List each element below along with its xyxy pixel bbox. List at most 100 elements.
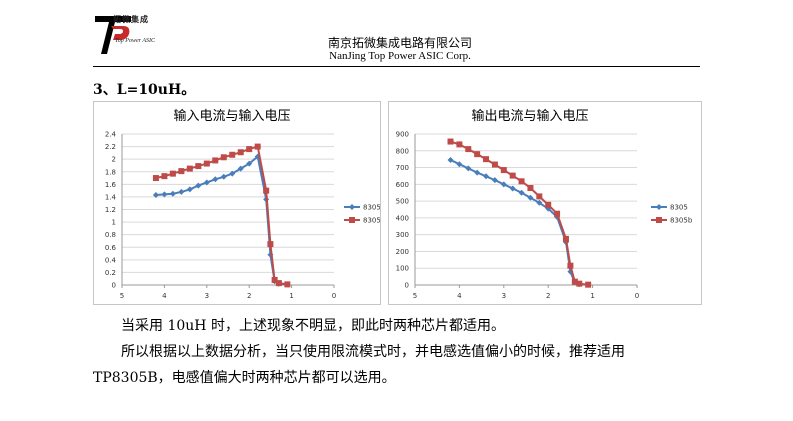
data-point <box>465 165 472 172</box>
y-tick-label: 400 <box>396 214 409 222</box>
data-point <box>509 172 516 179</box>
x-tick-label: 4 <box>457 292 462 300</box>
chart-input-current-svg: 输入电流与输入电压 0 0.2 0.4 0.6 0.8 1 1.2 1.4 1.6 1.8 2 2.2 2… <box>105 108 380 300</box>
x-tick-label: 1 <box>590 292 594 300</box>
data-point <box>178 188 185 195</box>
data-point <box>465 146 472 153</box>
y-tick-label: 700 <box>396 164 409 172</box>
data-point <box>203 160 210 167</box>
y-tick-label: 2 <box>112 156 116 164</box>
data-point <box>195 163 202 170</box>
data-point <box>237 149 244 156</box>
y-tick-label: 0 <box>112 282 116 290</box>
y-tick-label: 500 <box>396 198 409 206</box>
x-tick-label: 3 <box>205 292 209 300</box>
data-point <box>169 170 176 177</box>
data-point <box>447 157 454 164</box>
chart-output-current-svg: 输出电流与输入电压 0 100 200 300 400 500 600 700 800 900 5 4 3… <box>396 108 693 300</box>
chart-title: 输出电流与输入电压 <box>471 108 588 124</box>
header-divider <box>93 66 700 67</box>
data-point <box>229 151 236 158</box>
y-tick-label: 2.4 <box>105 131 117 139</box>
data-point <box>536 193 543 200</box>
y-tick-label: 1.8 <box>105 168 116 176</box>
y-tick-label: 0.6 <box>105 244 117 252</box>
legend-marker <box>349 204 355 210</box>
data-point <box>474 169 481 176</box>
y-tick-label: 200 <box>396 248 409 256</box>
data-point <box>567 262 574 269</box>
data-point <box>527 185 534 192</box>
data-point <box>585 281 592 288</box>
x-tick-label: 5 <box>413 292 417 300</box>
y-tick-label: 0.8 <box>105 231 116 239</box>
y-tick-label: 600 <box>396 181 409 189</box>
chart-input-current: 输入电流与输入电压 0 0.2 0.4 0.6 0.8 1 1.2 1.4 1.6 1.8 2 2.2 2… <box>93 101 381 305</box>
x-tick-label: 4 <box>162 292 167 300</box>
data-point <box>545 201 552 208</box>
logo-text-cn: 拓微集成 <box>113 15 149 24</box>
data-point <box>491 177 498 184</box>
data-point <box>571 278 578 285</box>
logo-mark-icon <box>95 16 131 54</box>
x-tick-label: 0 <box>635 292 639 300</box>
y-tick-label: 0.4 <box>105 256 117 264</box>
y-tick-label: 1.4 <box>105 193 117 201</box>
legend-marker <box>349 217 355 223</box>
y-tick-label: 1.2 <box>105 206 116 214</box>
data-point <box>186 165 193 172</box>
chart-output-current: 输出电流与输入电压 0 100 200 300 400 500 600 700 800 900 5 4 3… <box>388 101 702 305</box>
y-tick-label: 1.6 <box>105 181 117 189</box>
data-point <box>161 191 168 198</box>
data-point <box>483 156 490 163</box>
data-point <box>271 276 278 283</box>
data-point <box>500 167 507 174</box>
data-point <box>152 192 159 199</box>
data-point <box>500 181 507 188</box>
y-tick-label: 0 <box>405 282 409 290</box>
x-tick-label: 1 <box>289 292 293 300</box>
data-point <box>567 268 574 275</box>
data-point <box>483 173 490 180</box>
data-point <box>456 161 463 168</box>
data-point <box>518 189 525 196</box>
paragraph-2: 所以根据以上数据分析，当只使用限流模式时，并电感选值偏小的时候，推荐适用 <box>121 344 625 360</box>
legend-label: 8305 <box>363 204 380 212</box>
data-point <box>237 165 244 172</box>
y-tick-label: 300 <box>396 231 409 239</box>
data-point <box>562 235 569 242</box>
data-point <box>474 151 481 158</box>
legend-label: 8305b <box>670 217 693 225</box>
paragraph-3: TP8305B，电感值偏大时两种芯片都可以选用。 <box>93 370 396 386</box>
data-point <box>186 186 193 193</box>
data-point <box>518 178 525 185</box>
data-point <box>263 187 270 194</box>
data-point <box>554 210 561 217</box>
data-point <box>203 179 210 186</box>
x-tick-label: 5 <box>120 292 124 300</box>
company-name-en: NanJing Top Power ASIC Corp. <box>329 50 471 62</box>
data-point <box>246 146 253 153</box>
x-tick-label: 0 <box>332 292 336 300</box>
data-point <box>229 170 236 177</box>
data-point <box>212 176 219 183</box>
data-point <box>161 173 168 180</box>
logo-text-en: Top Power ASIC <box>115 38 156 44</box>
x-tick-label: 3 <box>502 292 506 300</box>
data-point <box>178 168 185 175</box>
legend-marker <box>656 204 662 210</box>
data-point <box>576 280 583 287</box>
x-tick-label: 2 <box>546 292 550 300</box>
data-point <box>275 280 282 287</box>
company-name-cn: 南京拓微集成电路有限公司 <box>327 36 472 50</box>
chart-title: 输入电流与输入电压 <box>173 108 290 124</box>
legend-marker <box>656 217 662 223</box>
data-point <box>509 185 516 192</box>
y-tick-label: 1 <box>112 219 116 227</box>
data-point <box>456 141 463 148</box>
section-title: 3、L=10uH。 <box>93 82 196 98</box>
y-tick-label: 100 <box>396 265 409 273</box>
data-point <box>491 161 498 168</box>
paragraph-1: 当采用 10uH 时，上述现象不明显，即此时两种芯片都适用。 <box>121 318 505 334</box>
y-tick-label: 2.2 <box>105 143 116 151</box>
